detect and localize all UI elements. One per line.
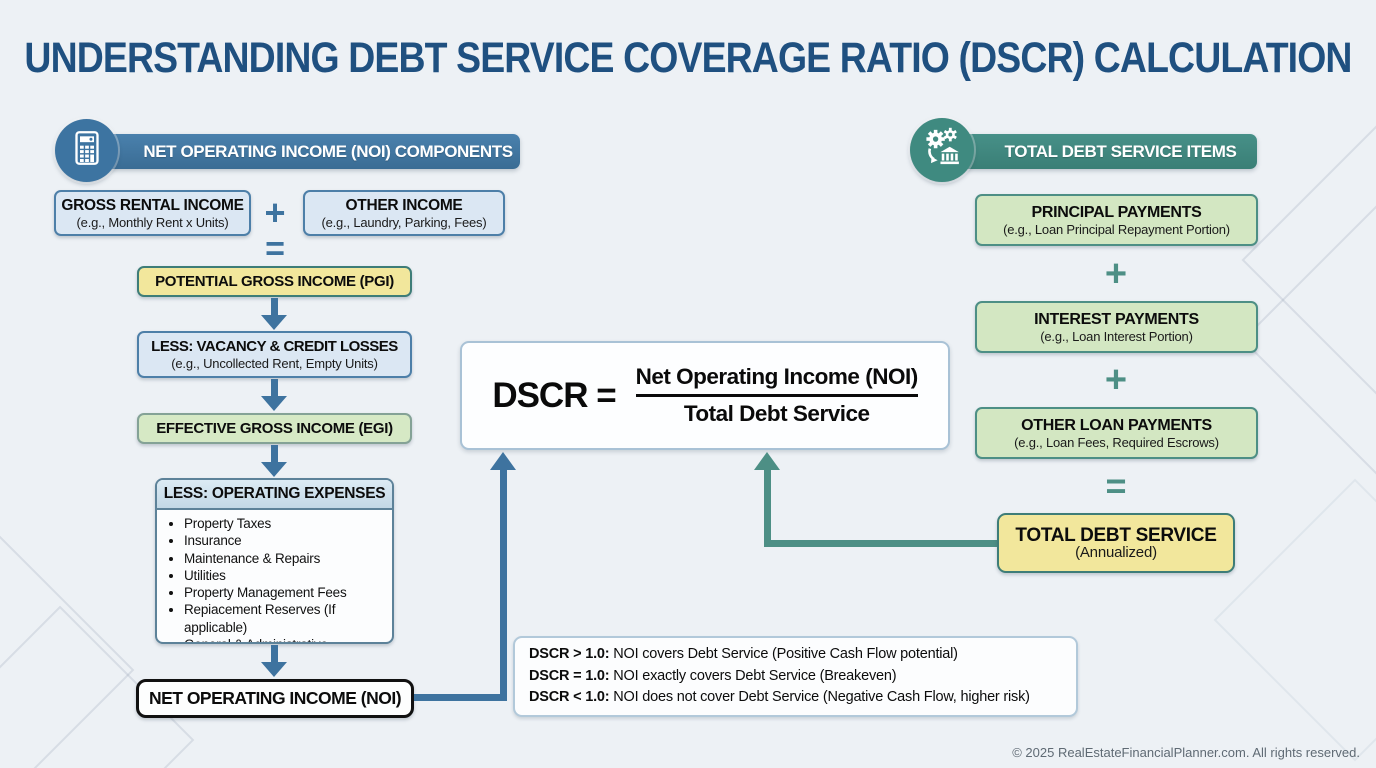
legend-row: DSCR < 1.0: NOI does not cover Debt Serv… [529,689,1030,706]
arrow-down-icon [261,379,287,411]
other-loan-payments-title: OTHER LOAN PAYMENTS [1021,416,1212,434]
vacancy-credit-losses-box: LESS: VACANCY & CREDIT LOSSES (e.g., Unc… [137,331,412,378]
gross-rental-income-title: GROSS RENTAL INCOME [61,196,244,214]
fraction-bar [635,394,918,397]
connector-noi-horizontal [414,694,507,701]
total-debt-service-box: TOTAL DEBT SERVICE (Annualized) [997,513,1235,573]
interest-payments-title: INTEREST PAYMENTS [1034,310,1199,328]
total-debt-service-subtitle: (Annualized) [1075,543,1157,561]
principal-payments-title: PRINCIPAL PAYMENTS [1031,203,1202,221]
dscr-formula-lhs: DSCR = [492,375,616,415]
gross-rental-income-box: GROSS RENTAL INCOME (e.g., Monthly Rent … [54,190,251,236]
operating-expenses-list: Property TaxesInsuranceMaintenance & Rep… [157,515,392,642]
arrow-down-icon [261,645,287,677]
arrow-up-icon [490,452,516,470]
operating-expense-item: Utilities [184,567,384,584]
operating-expense-item: Insurance [184,532,384,549]
legend-row: DSCR = 1.0: NOI exactly covers Debt Serv… [529,667,897,684]
operating-expense-item: Repiacement Reserves (If applicable) [184,601,384,636]
other-loan-payments-box: OTHER LOAN PAYMENTS (e.g., Loan Fees, Re… [975,407,1258,459]
dscr-denominator: Total Debt Service [683,401,870,426]
arrow-down-icon [261,445,287,477]
operating-expenses-box: LESS: OPERATING EXPENSES Property TaxesI… [155,478,394,644]
interest-payments-subtitle: (e.g., Loan Interest Portion) [1040,328,1193,344]
dscr-fraction: Net Operating Income (NOI) Total Debt Se… [635,363,919,428]
background-diamond-decoration [1213,478,1376,762]
operating-expenses-title: LESS: OPERATING EXPENSES [157,480,392,510]
connector-noi-vertical [500,470,507,701]
effective-gross-income-title: EFFECTIVE GROSS INCOME (EGI) [156,420,393,437]
gears-bank-icon [919,125,965,176]
other-loan-payments-subtitle: (e.g., Loan Fees, Required Escrows) [1014,434,1219,450]
equals-operator: = [1105,465,1127,506]
other-income-box: OTHER INCOME (e.g., Laundry, Parking, Fe… [303,190,505,236]
interest-payments-box: INTEREST PAYMENTS (e.g., Loan Interest P… [975,301,1258,353]
other-income-title: OTHER INCOME [345,196,463,214]
vacancy-credit-losses-title: LESS: VACANCY & CREDIT LOSSES [151,338,398,355]
page-title: UNDERSTANDING DEBT SERVICE COVERAGE RATI… [24,34,1352,82]
operating-expense-item: General & Administrative [184,636,384,642]
noi-section-header-label: NET OPERATING INCOME (NOI) COMPONENTS [143,141,513,161]
connector-tds-vertical [764,470,771,547]
potential-gross-income-title: POTENTIAL GROSS INCOME (PGI) [155,273,394,290]
principal-payments-subtitle: (e.g., Loan Principal Repayment Portion) [1003,221,1230,237]
net-operating-income-box: NET OPERATING INCOME (NOI) [136,679,414,718]
vacancy-credit-losses-subtitle: (e.g., Uncollected Rent, Empty Units) [171,356,378,371]
dscr-numerator: Net Operating Income (NOI) [635,364,919,389]
debt-section-badge [910,118,974,182]
copyright-text: © 2025 RealEstateFinancialPlanner.com. A… [1012,745,1360,760]
potential-gross-income-box: POTENTIAL GROSS INCOME (PGI) [137,266,412,297]
principal-payments-box: PRINCIPAL PAYMENTS (e.g., Loan Principal… [975,194,1258,246]
debt-section-header: TOTAL DEBT SERVICE ITEMS [936,134,1257,169]
dscr-legend-rows: DSCR > 1.0: NOI covers Debt Service (Pos… [529,644,1062,709]
connector-tds-horizontal [764,540,997,547]
total-debt-service-title: TOTAL DEBT SERVICE [1015,524,1217,546]
plus-operator: + [1104,359,1128,401]
noi-section-badge [55,119,118,182]
dscr-formula-box: DSCR = Net Operating Income (NOI) Total … [460,341,950,450]
operating-expense-item: Property Taxes [184,515,384,532]
net-operating-income-title: NET OPERATING INCOME (NOI) [148,688,402,708]
gross-rental-income-subtitle: (e.g., Monthly Rent x Units) [76,214,229,230]
debt-section-header-label: TOTAL DEBT SERVICE ITEMS [1004,141,1237,161]
legend-row: DSCR > 1.0: NOI covers Debt Service (Pos… [529,646,958,663]
arrow-down-icon [261,298,287,330]
noi-section-header: NET OPERATING INCOME (NOI) COMPONENTS [92,134,520,169]
plus-operator: + [264,192,286,233]
effective-gross-income-box: EFFECTIVE GROSS INCOME (EGI) [137,413,412,444]
arrow-up-icon [754,452,780,470]
plus-operator: + [1104,253,1128,295]
operating-expense-item: Property Management Fees [184,584,384,601]
operating-expense-item: Maintenance & Repairs [184,550,384,567]
other-income-subtitle: (e.g., Laundry, Parking, Fees) [321,214,487,230]
calculator-icon [66,127,108,174]
dscr-legend-box: DSCR > 1.0: NOI covers Debt Service (Pos… [513,636,1078,717]
equals-operator: = [265,230,285,268]
